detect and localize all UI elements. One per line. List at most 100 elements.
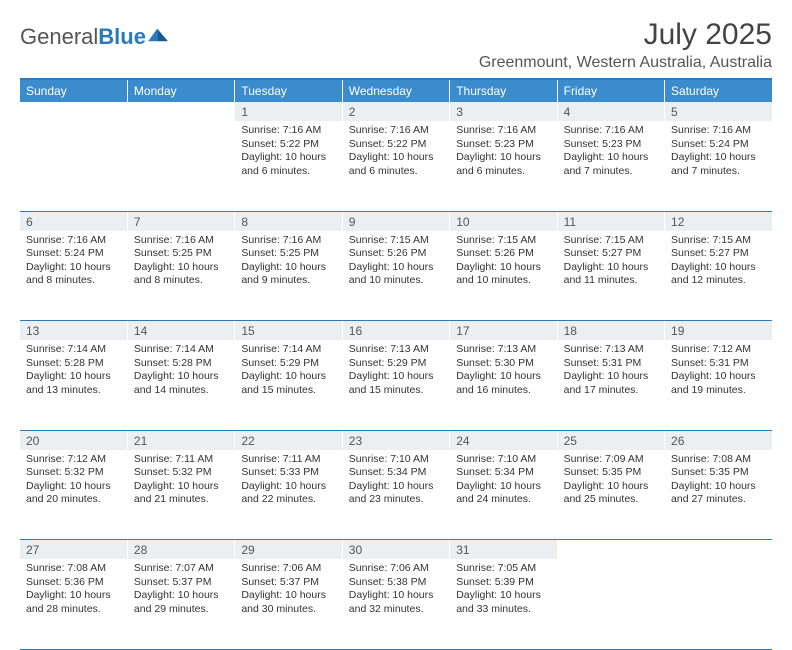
weekday-header: Tuesday: [235, 79, 342, 102]
day-number: 20: [20, 430, 127, 450]
sunrise-text: Sunrise: 7:12 AM: [671, 343, 766, 357]
sunset-text: Sunset: 5:24 PM: [671, 138, 766, 152]
day-cell: Sunrise: 7:13 AMSunset: 5:31 PMDaylight:…: [557, 340, 664, 430]
daylight-text: Daylight: 10 hours and 27 minutes.: [671, 480, 766, 507]
logo-text-1: General: [20, 24, 98, 49]
sunrise-text: Sunrise: 7:13 AM: [564, 343, 658, 357]
day-number: 13: [20, 321, 127, 341]
day-number: [127, 102, 234, 121]
day-number: 16: [342, 321, 449, 341]
sunset-text: Sunset: 5:29 PM: [349, 357, 443, 371]
sunrise-text: Sunrise: 7:08 AM: [26, 562, 121, 576]
day-content-row: Sunrise: 7:08 AMSunset: 5:36 PMDaylight:…: [20, 559, 772, 649]
sunrise-text: Sunrise: 7:14 AM: [134, 343, 228, 357]
day-cell: Sunrise: 7:10 AMSunset: 5:34 PMDaylight:…: [342, 450, 449, 540]
daylight-text: Daylight: 10 hours and 33 minutes.: [456, 589, 550, 616]
weekday-header: Friday: [557, 79, 664, 102]
day-cell: Sunrise: 7:07 AMSunset: 5:37 PMDaylight:…: [127, 559, 234, 649]
sunrise-text: Sunrise: 7:12 AM: [26, 453, 121, 467]
day-number: [557, 540, 664, 560]
daylight-text: Daylight: 10 hours and 11 minutes.: [564, 261, 658, 288]
day-number: 25: [557, 430, 664, 450]
sunset-text: Sunset: 5:22 PM: [349, 138, 443, 152]
day-cell: Sunrise: 7:06 AMSunset: 5:37 PMDaylight:…: [235, 559, 342, 649]
day-cell: Sunrise: 7:16 AMSunset: 5:24 PMDaylight:…: [665, 121, 772, 211]
day-cell: Sunrise: 7:12 AMSunset: 5:32 PMDaylight:…: [20, 450, 127, 540]
weekday-header: Wednesday: [342, 79, 449, 102]
daylight-text: Daylight: 10 hours and 10 minutes.: [349, 261, 443, 288]
sunset-text: Sunset: 5:30 PM: [456, 357, 550, 371]
sunset-text: Sunset: 5:35 PM: [671, 466, 766, 480]
sunset-text: Sunset: 5:25 PM: [241, 247, 335, 261]
daylight-text: Daylight: 10 hours and 30 minutes.: [241, 589, 335, 616]
sunrise-text: Sunrise: 7:14 AM: [241, 343, 335, 357]
daylight-text: Daylight: 10 hours and 15 minutes.: [241, 370, 335, 397]
day-number: 11: [557, 211, 664, 231]
daylight-text: Daylight: 10 hours and 6 minutes.: [456, 151, 550, 178]
day-cell: Sunrise: 7:16 AMSunset: 5:24 PMDaylight:…: [20, 231, 127, 321]
daylight-text: Daylight: 10 hours and 8 minutes.: [134, 261, 228, 288]
daylight-text: Daylight: 10 hours and 16 minutes.: [456, 370, 550, 397]
day-cell: Sunrise: 7:11 AMSunset: 5:32 PMDaylight:…: [127, 450, 234, 540]
daylight-text: Daylight: 10 hours and 8 minutes.: [26, 261, 121, 288]
sunset-text: Sunset: 5:28 PM: [134, 357, 228, 371]
day-number: 15: [235, 321, 342, 341]
sunrise-text: Sunrise: 7:13 AM: [349, 343, 443, 357]
sunset-text: Sunset: 5:34 PM: [456, 466, 550, 480]
daylight-text: Daylight: 10 hours and 15 minutes.: [349, 370, 443, 397]
day-cell: Sunrise: 7:15 AMSunset: 5:26 PMDaylight:…: [450, 231, 557, 321]
header: GeneralBlue July 2025 Greenmount, Wester…: [20, 18, 772, 72]
day-number: 17: [450, 321, 557, 341]
daylight-text: Daylight: 10 hours and 23 minutes.: [349, 480, 443, 507]
day-cell: Sunrise: 7:16 AMSunset: 5:22 PMDaylight:…: [342, 121, 449, 211]
sunrise-text: Sunrise: 7:15 AM: [671, 234, 766, 248]
day-number-row: 20212223242526: [20, 430, 772, 450]
daylight-text: Daylight: 10 hours and 6 minutes.: [349, 151, 443, 178]
daylight-text: Daylight: 10 hours and 25 minutes.: [564, 480, 658, 507]
sunrise-text: Sunrise: 7:06 AM: [349, 562, 443, 576]
day-number: 9: [342, 211, 449, 231]
sunrise-text: Sunrise: 7:16 AM: [456, 124, 550, 138]
day-number: 12: [665, 211, 772, 231]
sunrise-text: Sunrise: 7:13 AM: [456, 343, 550, 357]
day-cell: Sunrise: 7:06 AMSunset: 5:38 PMDaylight:…: [342, 559, 449, 649]
day-cell: [665, 559, 772, 649]
day-cell: Sunrise: 7:05 AMSunset: 5:39 PMDaylight:…: [450, 559, 557, 649]
day-number: 22: [235, 430, 342, 450]
sunset-text: Sunset: 5:35 PM: [564, 466, 658, 480]
sunset-text: Sunset: 5:26 PM: [456, 247, 550, 261]
sunset-text: Sunset: 5:38 PM: [349, 576, 443, 590]
sunrise-text: Sunrise: 7:16 AM: [26, 234, 121, 248]
day-cell: Sunrise: 7:15 AMSunset: 5:27 PMDaylight:…: [665, 231, 772, 321]
day-number: 29: [235, 540, 342, 560]
daylight-text: Daylight: 10 hours and 19 minutes.: [671, 370, 766, 397]
day-cell: Sunrise: 7:16 AMSunset: 5:22 PMDaylight:…: [235, 121, 342, 211]
sunrise-text: Sunrise: 7:10 AM: [456, 453, 550, 467]
weekday-header: Saturday: [665, 79, 772, 102]
day-number: 4: [557, 102, 664, 121]
day-number: 10: [450, 211, 557, 231]
daylight-text: Daylight: 10 hours and 20 minutes.: [26, 480, 121, 507]
day-number: 5: [665, 102, 772, 121]
daylight-text: Daylight: 10 hours and 21 minutes.: [134, 480, 228, 507]
day-cell: Sunrise: 7:14 AMSunset: 5:28 PMDaylight:…: [127, 340, 234, 430]
day-cell: Sunrise: 7:16 AMSunset: 5:25 PMDaylight:…: [235, 231, 342, 321]
day-number: 31: [450, 540, 557, 560]
daylight-text: Daylight: 10 hours and 7 minutes.: [671, 151, 766, 178]
day-number: 1: [235, 102, 342, 121]
day-cell: Sunrise: 7:15 AMSunset: 5:26 PMDaylight:…: [342, 231, 449, 321]
sunset-text: Sunset: 5:32 PM: [134, 466, 228, 480]
daylight-text: Daylight: 10 hours and 6 minutes.: [241, 151, 335, 178]
logo: GeneralBlue: [20, 24, 170, 50]
daylight-text: Daylight: 10 hours and 9 minutes.: [241, 261, 335, 288]
day-cell: Sunrise: 7:08 AMSunset: 5:36 PMDaylight:…: [20, 559, 127, 649]
day-number: 14: [127, 321, 234, 341]
day-content-row: Sunrise: 7:14 AMSunset: 5:28 PMDaylight:…: [20, 340, 772, 430]
sunrise-text: Sunrise: 7:16 AM: [671, 124, 766, 138]
sunrise-text: Sunrise: 7:15 AM: [456, 234, 550, 248]
sunrise-text: Sunrise: 7:16 AM: [564, 124, 658, 138]
day-number: 27: [20, 540, 127, 560]
day-cell: Sunrise: 7:11 AMSunset: 5:33 PMDaylight:…: [235, 450, 342, 540]
sunrise-text: Sunrise: 7:09 AM: [564, 453, 658, 467]
day-number-row: 13141516171819: [20, 321, 772, 341]
